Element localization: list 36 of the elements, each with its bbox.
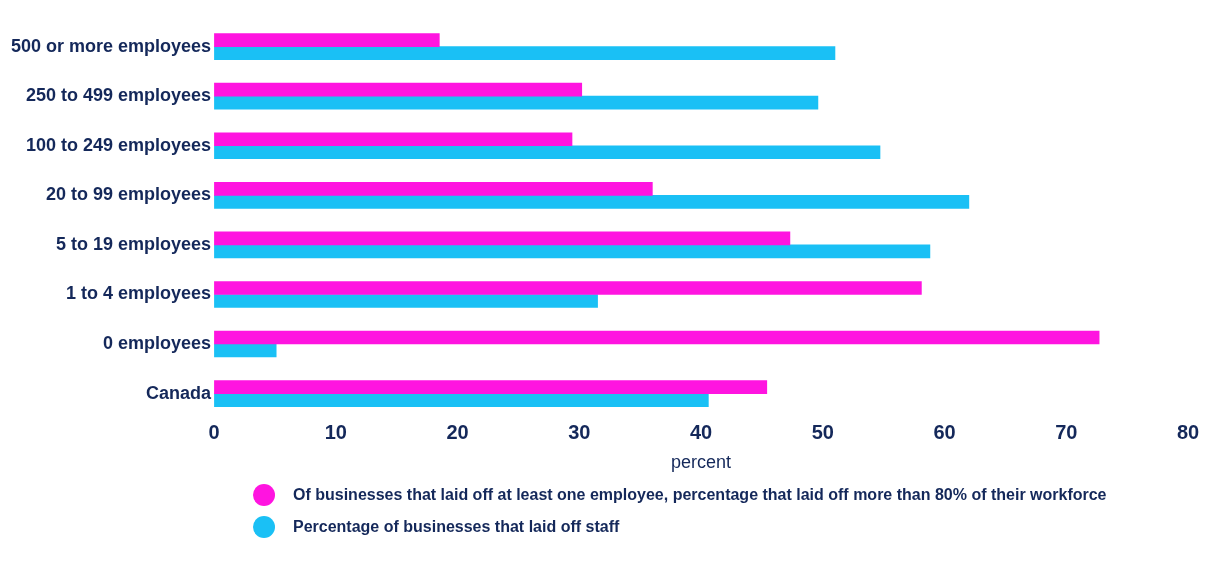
bar (214, 145, 881, 160)
bar (214, 380, 768, 394)
y-tick-label: 20 to 99 employees (46, 184, 212, 205)
x-tick-label: 60 (933, 420, 956, 443)
legend-label: Percentage of businesses that laid off staff (293, 518, 620, 536)
x-tick-label: 70 (1055, 420, 1078, 443)
bar (214, 343, 277, 358)
bar (214, 181, 653, 196)
x-tick-label: 50 (811, 420, 834, 443)
bar (214, 231, 791, 246)
y-tick-label: 250 to 499 employees (25, 85, 212, 106)
x-axis-title: percent (671, 452, 732, 473)
bar (214, 132, 573, 147)
x-tick-label: 0 (208, 420, 220, 443)
x-tick-label: 10 (324, 420, 347, 443)
bar (214, 82, 583, 97)
y-tick-label: 500 or more employees (10, 35, 212, 56)
x-tick-label: 80 (1176, 420, 1200, 443)
bar (214, 33, 440, 47)
bar (214, 244, 931, 259)
legend-label: Of businesses that laid off at least one employee, percentage that laid off more than 80% of their workforce (293, 486, 1107, 504)
bar (214, 393, 709, 407)
bar (214, 281, 922, 295)
bar (214, 95, 819, 110)
y-tick-label: 1 to 4 employees (66, 283, 212, 304)
bar (214, 194, 970, 209)
y-tick-label: 5 to 19 employees (56, 233, 212, 254)
bar (214, 294, 598, 308)
x-tick-label: 20 (446, 420, 469, 443)
bar (214, 46, 836, 60)
bar (214, 330, 1100, 345)
y-tick-label: 0 employees (103, 333, 212, 354)
x-tick-label: 30 (568, 420, 591, 443)
y-tick-label: 100 to 249 employees (25, 134, 212, 155)
x-tick-label: 40 (689, 420, 713, 443)
y-tick-label: Canada (146, 382, 213, 403)
